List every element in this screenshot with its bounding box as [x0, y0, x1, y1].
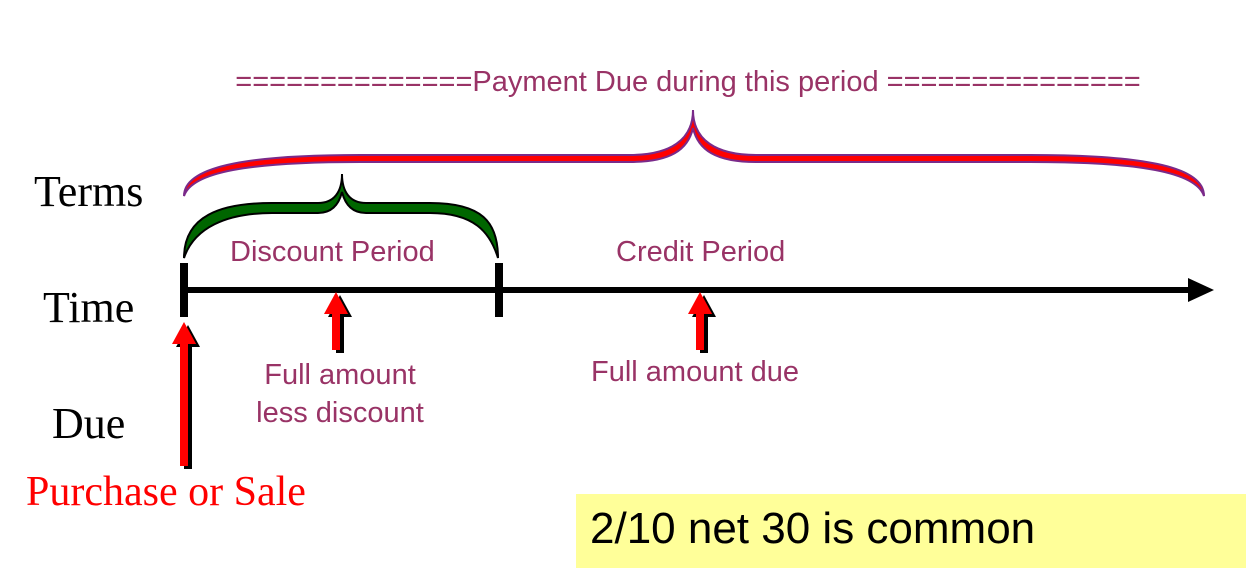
- credit-period-label: Credit Period: [616, 236, 786, 268]
- terms-note-box: 2/10 net 30 is common: [576, 494, 1246, 568]
- discount-due-line-1: Full amount: [264, 359, 416, 391]
- time-axis-arrowhead: [1188, 278, 1214, 302]
- credit-due-arrow: [688, 292, 712, 350]
- discount-period-label: Discount Period: [230, 236, 435, 268]
- purchase-arrow: [172, 322, 196, 466]
- terms-row-label: Terms: [34, 167, 144, 216]
- payment-period-label: ==============Payment Due during this pe…: [235, 66, 1141, 98]
- discount-period-brace: [183, 173, 499, 259]
- discount-due-arrow: [324, 292, 348, 350]
- terms-note-text: 2/10 net 30 is common: [590, 504, 1036, 553]
- start-tick: [180, 263, 188, 317]
- discount-end-tick: [495, 263, 503, 317]
- discount-due-line-2: less discount: [256, 397, 424, 429]
- purchase-or-sale-label: Purchase or Sale: [26, 469, 306, 515]
- credit-due-label: Full amount due: [591, 356, 799, 388]
- payment-period-brace: [183, 109, 1205, 197]
- due-row-label: Due: [52, 399, 126, 448]
- time-row-label: Time: [43, 283, 135, 332]
- discount-due-label: Full amount less discount: [240, 356, 440, 432]
